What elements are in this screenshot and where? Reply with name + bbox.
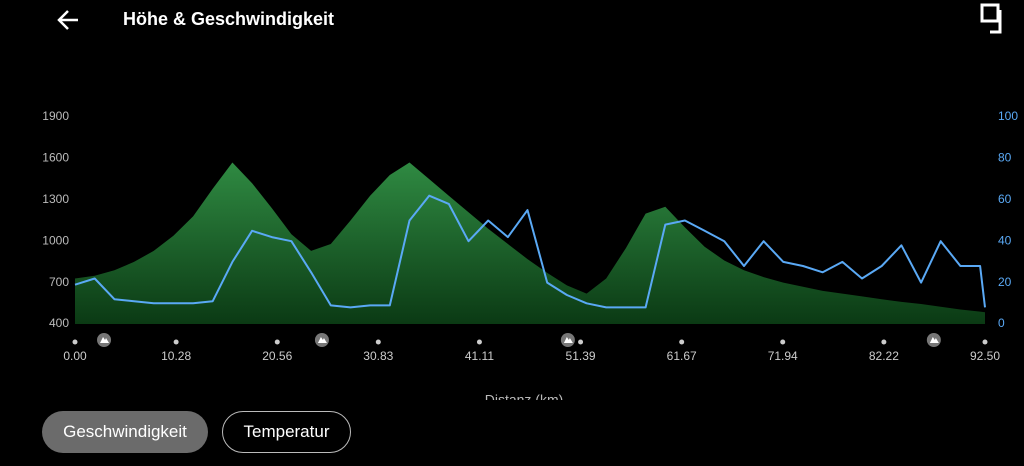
peak-icon	[563, 337, 573, 343]
y2-tick-label: 80	[998, 151, 1012, 165]
x-tick-label: 30.83	[363, 349, 393, 363]
peak-icon	[317, 337, 327, 343]
x-tick-label: 0.00	[63, 349, 87, 363]
y-tick-label: 1600	[42, 151, 69, 165]
y2-tick-label: 60	[998, 192, 1012, 206]
x-tick-dot	[982, 339, 988, 345]
x-tick-dot	[375, 339, 381, 345]
fullscreen-button[interactable]	[980, 3, 1002, 34]
y-tick-label: 400	[49, 316, 69, 330]
x-tick-label: 82.22	[869, 349, 899, 363]
x-tick-label: 10.28	[161, 349, 191, 363]
x-tick-dot	[173, 339, 179, 345]
tab-button[interactable]: Geschwindigkeit	[42, 411, 208, 453]
y2-tick-label: 20	[998, 275, 1012, 289]
x-tick-label: 41.11	[465, 349, 494, 363]
chart: Höhe & Geschwindigkeit Distanz (km) 4007…	[42, 3, 1018, 400]
y-tick-label: 700	[49, 275, 69, 289]
x-tick-dot	[274, 339, 280, 345]
y2-tick-label: 40	[998, 233, 1012, 247]
screen-title: Höhe & Geschwindigkeit	[123, 9, 334, 29]
tab-button[interactable]: Temperatur	[222, 411, 351, 453]
peak-icon	[100, 337, 110, 343]
x-tick-label: 61.67	[667, 349, 697, 363]
icon	[980, 3, 1000, 23]
x-tick-label: 20.56	[262, 349, 292, 363]
x-tick-dot	[578, 339, 584, 345]
y2-tick-label: 100	[998, 109, 1018, 123]
y-tick-label: 1000	[42, 233, 69, 247]
x-tick-label: 71.94	[768, 349, 798, 363]
x-tick-dot	[476, 339, 482, 345]
y-tick-label: 1300	[42, 192, 69, 206]
speed-line	[74, 194, 986, 309]
x-axis-label: Distanz (km)	[485, 392, 564, 400]
elevation-area	[75, 162, 985, 324]
x-tick-dot	[881, 339, 887, 345]
back-button[interactable]	[57, 10, 78, 30]
x-tick-dot	[679, 339, 685, 345]
icon	[990, 10, 1002, 34]
x-tick-dot	[780, 339, 786, 345]
x-tick-label: 92.50	[970, 349, 1000, 363]
y2-tick-label: 0	[998, 316, 1005, 330]
y-tick-label: 1900	[42, 109, 69, 123]
x-tick-label: 51.39	[566, 349, 596, 363]
x-tick-dot	[72, 339, 78, 345]
peak-icon	[929, 337, 939, 343]
